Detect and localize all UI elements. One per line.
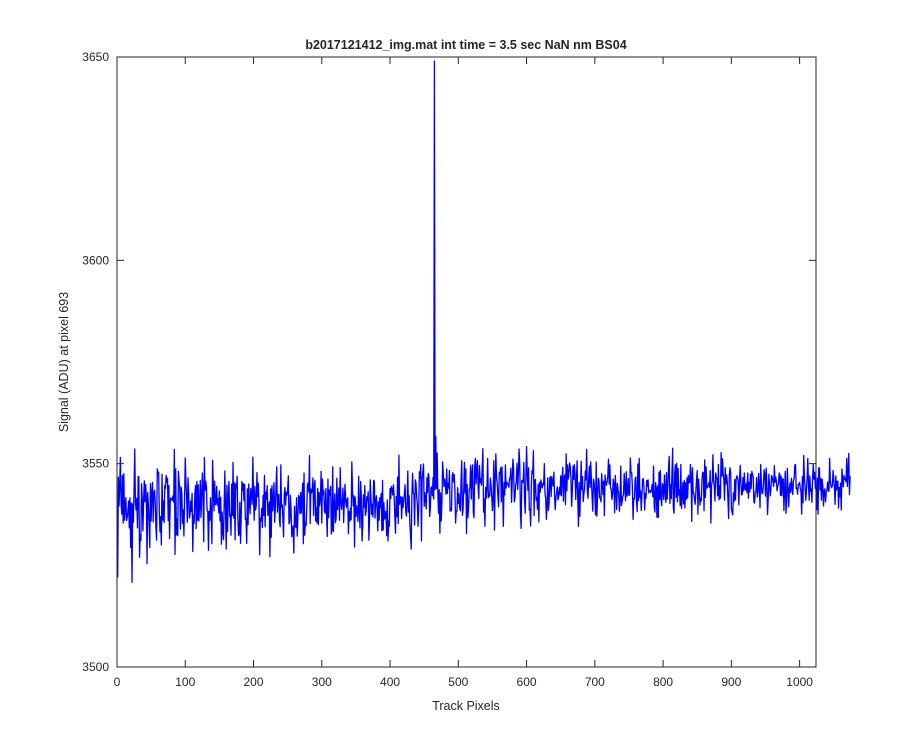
x-axis-label: Track Pixels: [432, 699, 500, 713]
x-tick-label: 1000: [786, 675, 813, 689]
x-tick-label: 400: [380, 675, 400, 689]
x-tick-label: 600: [517, 675, 537, 689]
series-layer: [117, 60, 851, 584]
axes-box: [116, 56, 817, 668]
x-tick-label: 500: [448, 675, 468, 689]
y-tick-label: 3600: [82, 253, 109, 267]
x-axis-ticks: 0 100 200 300 400 500 600 700 800 900 1000: [114, 57, 813, 689]
y-tick-label: 3550: [82, 457, 109, 471]
x-tick-label: 0: [114, 675, 121, 689]
x-tick-label: 700: [585, 675, 605, 689]
x-tick-label: 200: [244, 675, 264, 689]
y-tick-label: 3500: [82, 660, 109, 674]
x-tick-label: 300: [312, 675, 332, 689]
x-tick-label: 100: [175, 675, 195, 689]
y-axis-ticks: 3500 3550 3600 3650: [82, 50, 816, 674]
y-tick-label: 3650: [82, 50, 109, 64]
series-line-0: [117, 60, 851, 584]
x-tick-label: 900: [721, 675, 741, 689]
y-axis-label: Signal (ADU) at pixel 693: [57, 292, 71, 432]
x-tick-label: 800: [653, 675, 673, 689]
axes-background: [117, 57, 816, 667]
chart-title: b2017121412_img.mat int time = 3.5 sec N…: [305, 38, 626, 52]
